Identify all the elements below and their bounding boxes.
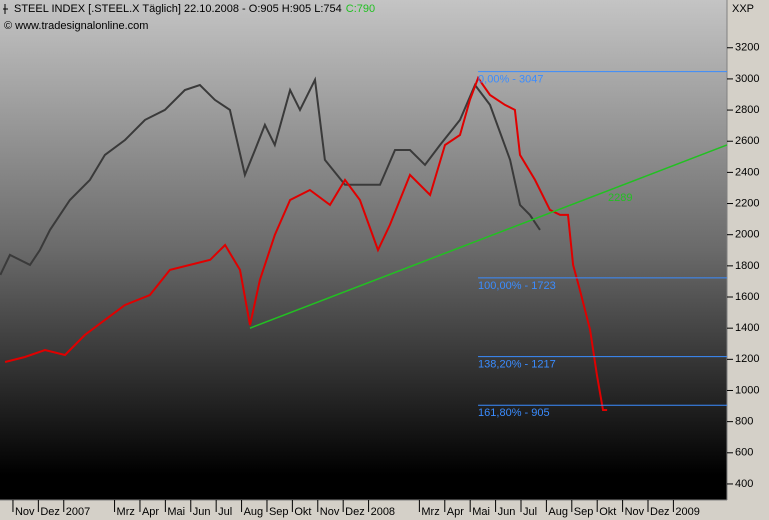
- x-tick-label: Nov: [320, 506, 340, 518]
- y-tick-label: 1400: [735, 322, 759, 334]
- x-tick-label: Okt: [294, 506, 311, 518]
- fib-label: 0,00% - 3047: [478, 73, 543, 85]
- y-tick-label: 1000: [735, 384, 759, 396]
- y-tick-label: 2600: [735, 135, 759, 147]
- trendline-label: 2289: [608, 192, 632, 204]
- x-tick-label: Aug: [548, 506, 568, 518]
- x-tick-label: Jun: [193, 506, 211, 518]
- x-tick-label: Jul: [523, 506, 537, 518]
- plot-area: [0, 0, 727, 500]
- copyright: © www.tradesignalonline.com: [4, 20, 148, 32]
- x-tick-label: Dez: [345, 506, 365, 518]
- x-tick-label: Jul: [218, 506, 232, 518]
- chart-title: STEEL INDEX [.STEEL.X Täglich] 22.10.200…: [14, 3, 342, 15]
- x-tick-label: Mrz: [421, 506, 439, 518]
- fib-label: 161,80% - 905: [478, 407, 550, 419]
- x-tick-label: Mai: [167, 506, 185, 518]
- y-tick-label: 2800: [735, 104, 759, 116]
- y-tick-label: 2400: [735, 166, 759, 178]
- y-tick-label: 3200: [735, 42, 759, 54]
- x-tick-label: Apr: [142, 506, 159, 518]
- y-tick-label: 1600: [735, 291, 759, 303]
- x-tick-label: Sep: [269, 506, 289, 518]
- fib-label: 138,20% - 1217: [478, 359, 556, 371]
- y-tick-label: 1800: [735, 260, 759, 272]
- x-tick-label: 2007: [66, 506, 90, 518]
- x-tick-label: Sep: [574, 506, 594, 518]
- price-line: [4, 75, 608, 411]
- trendline: [249, 144, 728, 329]
- axis-unit: XXP: [732, 3, 754, 15]
- x-tick-label: Okt: [599, 506, 616, 518]
- x-tick-label: Nov: [625, 506, 645, 518]
- y-tick-label: 1200: [735, 353, 759, 365]
- x-tick-label: 2008: [371, 506, 395, 518]
- x-tick-label: 2009: [675, 506, 699, 518]
- y-tick-label: 2200: [735, 197, 759, 209]
- fib-label: 100,00% - 1723: [478, 280, 556, 292]
- y-tick-label: 2000: [735, 229, 759, 241]
- x-tick-label: Dez: [40, 506, 60, 518]
- close-value: C:790: [346, 3, 375, 15]
- x-tick-label: Aug: [244, 506, 264, 518]
- x-tick-label: Dez: [650, 506, 670, 518]
- x-tick-label: Mai: [472, 506, 490, 518]
- x-tick-label: Apr: [447, 506, 464, 518]
- x-tick-label: Mrz: [117, 506, 135, 518]
- y-tick-label: 400: [735, 478, 753, 490]
- x-tick-label: Jun: [498, 506, 516, 518]
- y-tick-label: 600: [735, 447, 753, 459]
- x-tick-label: Nov: [15, 506, 35, 518]
- y-tick-label: 3000: [735, 73, 759, 85]
- header-icon: [3, 4, 8, 14]
- y-tick-label: 800: [735, 416, 753, 428]
- price-line: [0, 76, 541, 276]
